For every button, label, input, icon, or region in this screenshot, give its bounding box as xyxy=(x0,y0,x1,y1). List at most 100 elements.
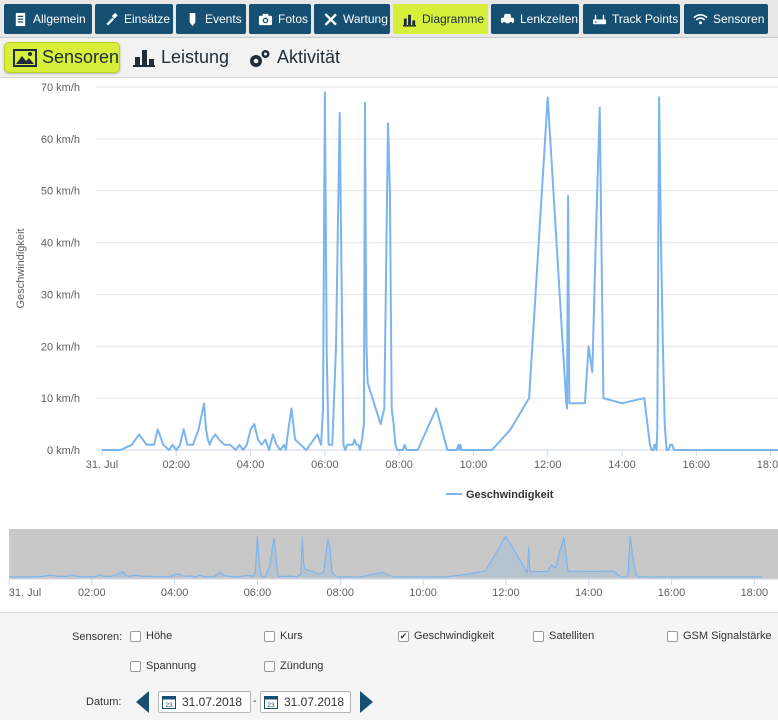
y-tick-label: 40 km/h xyxy=(41,238,80,250)
checkbox-label: Kurs xyxy=(280,630,303,642)
tab-einsaetze[interactable]: Einsätze xyxy=(95,4,173,34)
checkbox-box[interactable] xyxy=(667,630,678,642)
navigator-tick-label: 14:00 xyxy=(575,587,603,599)
car-icon xyxy=(499,11,515,27)
navigator-tick-label: 02:00 xyxy=(78,587,106,599)
x-tick-label: 02:00 xyxy=(163,459,191,471)
subtab-leistung[interactable]: Leistung xyxy=(124,42,236,73)
checkbox-box[interactable] xyxy=(130,630,141,642)
checkbox-label: Spannung xyxy=(146,660,197,672)
y-tick-label: 70 km/h xyxy=(41,82,80,94)
checkbox-satelliten[interactable]: Satelliten xyxy=(533,630,594,642)
navigator-mask xyxy=(9,529,778,579)
checkbox-gsm-signalstaerke[interactable]: GSM Signalstärke xyxy=(667,630,772,642)
tools-icon xyxy=(322,11,338,27)
subtab-sensoren[interactable]: Sensoren xyxy=(4,42,120,73)
tag-icon xyxy=(184,11,200,27)
x-tick-label: 08:00 xyxy=(385,459,413,471)
checkbox-geschwindigkeit[interactable]: ✔ Geschwindigkeit xyxy=(398,630,494,642)
date-separator: - xyxy=(253,695,257,707)
navigator-tick-label: 04:00 xyxy=(161,587,189,599)
checkbox-label: GSM Signalstärke xyxy=(683,630,772,642)
tab-track-points[interactable]: Track Points xyxy=(583,4,680,34)
navigator-tick-label: 18:00 xyxy=(741,587,769,599)
tab-label: Diagramme xyxy=(422,12,485,26)
checkbox-box-checked[interactable]: ✔ xyxy=(398,630,409,642)
date-from-value: 31.07.2018 xyxy=(182,695,243,709)
tab-fotos[interactable]: Fotos xyxy=(249,4,311,34)
tab-label: Allgemein xyxy=(33,12,86,26)
speed-chart[interactable]: 0 km/h 10 km/h 20 km/h 30 km/h 40 km/h 50 km/… xyxy=(0,78,778,518)
tab-diagramme[interactable]: Diagramme xyxy=(393,4,488,34)
calendar-day: 23 xyxy=(165,702,173,709)
navigator-series-line xyxy=(9,535,763,578)
checkbox-spannung[interactable]: Spannung xyxy=(130,660,196,672)
hammer-icon xyxy=(103,11,119,27)
navigator-tick-label: 31. Jul xyxy=(9,587,41,599)
y-tick-label: 10 km/h xyxy=(41,393,80,405)
legend-label: Geschwindigkeit xyxy=(466,489,554,501)
legend-item: Geschwindigkeit xyxy=(446,489,554,501)
navigator-tick-label: 16:00 xyxy=(658,587,686,599)
x-tick-label: 18:00 xyxy=(757,459,778,471)
x-tick-label: 14:00 xyxy=(608,459,636,471)
tab-label: Track Points xyxy=(612,12,679,26)
subtab-label: Leistung xyxy=(161,47,230,67)
speed-series-line xyxy=(102,91,778,451)
y-axis-title: Geschwindigkeit xyxy=(15,228,27,308)
y-tick-label: 30 km/h xyxy=(41,289,80,301)
previous-day-arrow-icon[interactable] xyxy=(136,691,150,713)
tab-events[interactable]: Events xyxy=(176,4,246,34)
router-icon xyxy=(591,11,607,27)
tab-label: Sensoren xyxy=(713,12,765,26)
checkbox-zuendung[interactable]: Zündung xyxy=(264,660,323,672)
tab-label: Events xyxy=(205,12,242,26)
checkbox-hoehe[interactable]: Höhe xyxy=(130,630,172,642)
document-icon xyxy=(12,11,28,27)
checkbox-box[interactable] xyxy=(264,660,275,672)
navigator-tick-label: 10:00 xyxy=(409,587,437,599)
tab-label: Lenkzeiten xyxy=(520,12,579,26)
bar-chart-icon xyxy=(132,48,156,68)
y-tick-label: 60 km/h xyxy=(41,134,80,146)
tab-wartung[interactable]: Wartung xyxy=(314,4,390,34)
x-tick-label: 31. Jul xyxy=(86,459,118,471)
date-to-input[interactable]: 23 31.07.2018 xyxy=(260,691,351,713)
calendar-day: 23 xyxy=(267,702,275,709)
next-day-arrow-icon[interactable] xyxy=(360,691,374,713)
tab-allgemein[interactable]: Allgemein xyxy=(4,4,92,34)
calendar-icon[interactable]: 23 xyxy=(162,695,176,709)
navigator-tick-label: 12:00 xyxy=(492,587,520,599)
wifi-icon xyxy=(692,11,708,27)
checkbox-label: Zündung xyxy=(280,660,324,672)
subtab-label: Aktivität xyxy=(277,47,341,67)
checkbox-box[interactable] xyxy=(130,660,141,672)
x-tick-label: 10:00 xyxy=(460,459,488,471)
x-tick-label: 04:00 xyxy=(237,459,265,471)
bar-chart-icon xyxy=(401,11,417,27)
navigator-tick-label: 06:00 xyxy=(244,587,272,599)
checkbox-label: Satelliten xyxy=(549,630,595,642)
calendar-icon[interactable]: 23 xyxy=(264,695,278,709)
subtab-label: Sensoren xyxy=(42,47,120,67)
image-icon xyxy=(13,48,37,68)
date-from-input[interactable]: 23 31.07.2018 xyxy=(158,691,251,713)
y-tick-label: 0 km/h xyxy=(47,445,80,457)
date-label: Datum: xyxy=(86,696,122,708)
chart-navigator[interactable]: 31. Jul 02:00 04:00 06:00 08:00 10:00 12:00 14:… xyxy=(0,525,778,605)
subtab-aktivitaet[interactable]: Aktivität xyxy=(240,42,350,73)
tab-label: Einsätze xyxy=(124,12,171,26)
tab-sensoren[interactable]: Sensoren xyxy=(684,4,768,34)
checkbox-box[interactable] xyxy=(533,630,544,642)
main-tab-bar: Allgemein Einsätze Events Fotos Wartung … xyxy=(0,0,778,38)
tab-lenkzeiten[interactable]: Lenkzeiten xyxy=(491,4,579,34)
checkbox-label: Höhe xyxy=(146,630,173,642)
x-tick-label: 12:00 xyxy=(534,459,562,471)
x-tick-label: 16:00 xyxy=(683,459,711,471)
camera-icon xyxy=(257,11,273,27)
checkbox-kurs[interactable]: Kurs xyxy=(264,630,303,642)
sensor-form: Sensoren: Höhe Kurs ✔ Geschwindigkeit Sa… xyxy=(0,612,778,720)
sensors-label: Sensoren: xyxy=(72,631,123,643)
date-to-value: 31.07.2018 xyxy=(284,695,345,709)
checkbox-box[interactable] xyxy=(264,630,275,642)
